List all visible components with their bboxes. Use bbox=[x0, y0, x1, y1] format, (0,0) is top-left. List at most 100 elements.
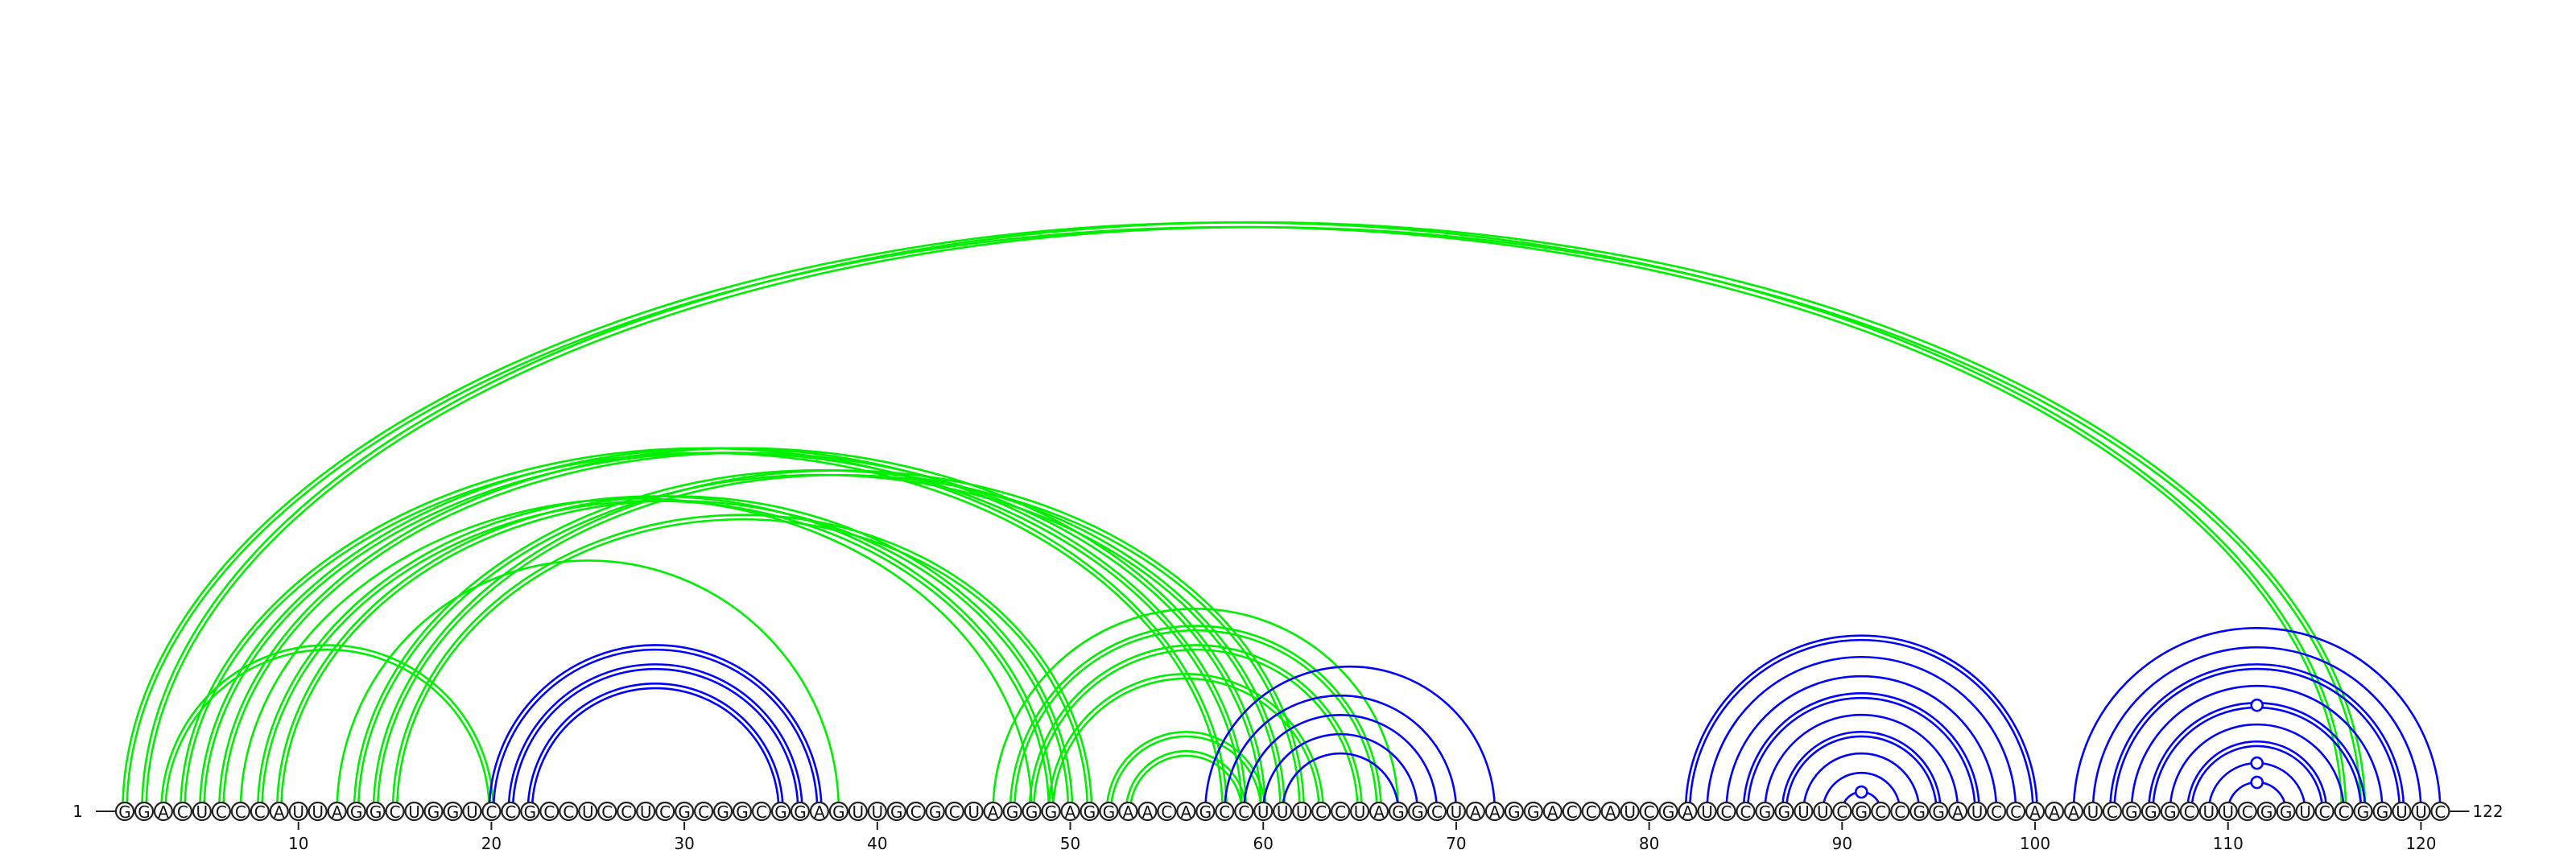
axis-tick-label: 90 bbox=[1832, 834, 1852, 853]
nucleotide-letter: G bbox=[2164, 802, 2177, 822]
nucleotide-circle bbox=[1331, 801, 1351, 822]
nucleotide: G bbox=[1929, 801, 1949, 822]
nucleotide-circle bbox=[1273, 801, 1293, 822]
nucleotide-circle bbox=[1871, 801, 1891, 822]
nucleotide-circle bbox=[1253, 801, 1274, 822]
alternative-pair-arc bbox=[1032, 648, 1359, 812]
nucleotide-letter: A bbox=[814, 802, 825, 822]
arc-marker bbox=[2250, 698, 2264, 712]
axis-tick-label: 100 bbox=[2020, 834, 2050, 853]
alternative-pair-arc bbox=[376, 473, 1301, 812]
nucleotide-circle bbox=[1832, 801, 1852, 822]
nucleotide-letter: A bbox=[1952, 802, 1963, 822]
nucleotide: C bbox=[597, 801, 617, 822]
nucleotide-circle bbox=[2276, 801, 2296, 822]
base-pair-arc bbox=[2113, 667, 2401, 812]
nucleotide: U bbox=[1349, 801, 1370, 822]
nucleotide-letter: U bbox=[312, 802, 324, 822]
nucleotide-circle bbox=[1234, 801, 1254, 822]
nucleotide-letter: G bbox=[2280, 802, 2293, 822]
nucleotide-letter: G bbox=[1392, 802, 1405, 822]
base-pair-arc bbox=[488, 644, 823, 812]
nucleotide-letter: U bbox=[408, 802, 420, 822]
base-pair-arc bbox=[2091, 646, 2422, 812]
axis-tick-label: 50 bbox=[1060, 834, 1080, 853]
nucleotide-circle bbox=[2295, 801, 2315, 822]
nucleotide-circle bbox=[308, 801, 328, 822]
alternative-pair-arc bbox=[395, 518, 1089, 812]
nucleotide: U bbox=[578, 801, 598, 822]
nucleotide-letter: C bbox=[390, 802, 401, 822]
nucleotide-circle bbox=[2353, 801, 2373, 822]
nucleotide-circle bbox=[732, 801, 753, 822]
nucleotide-circle bbox=[134, 801, 155, 822]
nucleotide-circle bbox=[1581, 801, 1601, 822]
nucleotide: C bbox=[1890, 801, 1910, 822]
nucleotide-circle bbox=[211, 801, 231, 822]
nucleotide: G bbox=[1195, 801, 1216, 822]
nucleotide-circle bbox=[1909, 801, 1930, 822]
nucleotide-circle bbox=[2256, 801, 2277, 822]
nucleotide-circle bbox=[481, 801, 502, 822]
nucleotide: G bbox=[1080, 801, 1100, 822]
nucleotide: C bbox=[2334, 801, 2354, 822]
nucleotide-letter: U bbox=[872, 802, 884, 822]
nucleotide: U bbox=[964, 801, 984, 822]
nucleotide: A bbox=[1484, 801, 1505, 822]
alternative-pair-arc bbox=[1009, 625, 1382, 812]
base-pair-arc bbox=[2130, 684, 2384, 812]
nucleotide-letter: U bbox=[852, 802, 865, 822]
nucleotide-letter: G bbox=[774, 802, 787, 822]
nucleotide: G bbox=[134, 801, 155, 822]
nucleotide-circle bbox=[520, 801, 540, 822]
nucleotide-letter: C bbox=[543, 802, 555, 822]
nucleotide: U bbox=[867, 801, 887, 822]
base-pair-arc bbox=[1261, 732, 1419, 812]
nucleotide: G bbox=[712, 801, 733, 822]
nucleotide-circle bbox=[1292, 801, 1312, 822]
nucleotide-circle bbox=[770, 801, 791, 822]
nucleotide: A bbox=[983, 801, 1003, 822]
base-pair-arc bbox=[1725, 674, 1998, 812]
nucleotide: C bbox=[1639, 801, 1659, 822]
nucleotide-letter: G bbox=[1759, 802, 1772, 822]
nucleotide-circle bbox=[790, 801, 811, 822]
nucleotide: C bbox=[1581, 801, 1601, 822]
nucleotide-letter: G bbox=[716, 802, 729, 822]
nucleotide-letter: C bbox=[254, 802, 266, 822]
nucleotide-letter: C bbox=[1740, 802, 1751, 822]
nucleotide: G bbox=[1099, 801, 1119, 822]
nucleotide-circle bbox=[501, 801, 521, 822]
nucleotide-letter: A bbox=[274, 802, 285, 822]
nucleotide: A bbox=[2063, 801, 2084, 822]
nucleotide-letter: C bbox=[1315, 802, 1327, 822]
alternative-pair-arc bbox=[336, 559, 840, 812]
nucleotide-circle bbox=[1080, 801, 1100, 822]
nucleotide-letter: A bbox=[1373, 802, 1385, 822]
nucleotide-letter: G bbox=[427, 802, 440, 822]
nucleotide: A bbox=[1060, 801, 1080, 822]
nucleotide: C bbox=[1832, 801, 1852, 822]
nucleotide-letter: C bbox=[235, 802, 246, 822]
nucleotide-circle bbox=[559, 801, 579, 822]
nucleotide-letter: A bbox=[988, 802, 999, 822]
nucleotide-letter: U bbox=[1277, 802, 1289, 822]
base-pair-arc bbox=[1781, 730, 1942, 812]
nucleotide: G bbox=[2372, 801, 2392, 822]
nucleotide: G bbox=[2140, 801, 2161, 822]
nucleotide-letter: C bbox=[1238, 802, 1249, 822]
nucleotide: A bbox=[1137, 801, 1158, 822]
nucleotide: U bbox=[1697, 801, 1717, 822]
alternative-pair-arc bbox=[217, 447, 1267, 812]
alternative-pair-arc bbox=[142, 222, 2365, 811]
nucleotide-circle bbox=[1639, 801, 1659, 822]
axis-tick-label: 60 bbox=[1253, 834, 1274, 853]
nucleotide-letter: G bbox=[1199, 802, 1212, 822]
nucleotide-circle bbox=[1852, 801, 1872, 822]
nucleotide-letter: C bbox=[1586, 802, 1597, 822]
nucleotide: U bbox=[462, 801, 482, 822]
nucleotide-letter: G bbox=[1778, 802, 1791, 822]
nucleotide: C bbox=[2005, 801, 2026, 822]
axis-tick-label: 20 bbox=[481, 834, 502, 853]
